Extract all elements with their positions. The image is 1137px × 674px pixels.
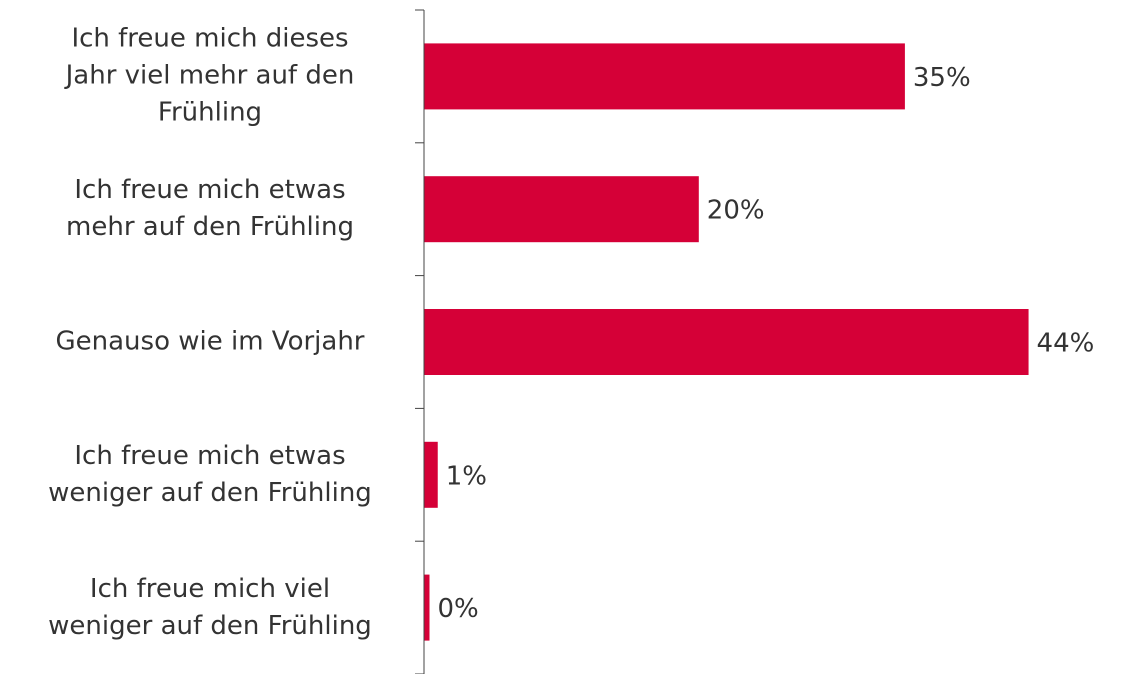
bar — [424, 441, 438, 508]
category-label: Ich freue mich etwas mehr auf den Frühli… — [66, 175, 354, 243]
category-label: Ich freue mich viel weniger auf den Früh… — [48, 573, 372, 641]
value-label: 20% — [707, 196, 765, 226]
value-label: 35% — [913, 63, 971, 93]
category-label: Ich freue mich etwas weniger auf den Frü… — [48, 440, 372, 508]
category-label: Ich freue mich dieses Jahr viel mehr auf… — [65, 23, 355, 128]
value-label: 44% — [1037, 329, 1095, 359]
value-label: 1% — [446, 461, 487, 491]
bar — [424, 309, 1029, 375]
category-label: Genauso wie im Vorjahr — [55, 326, 365, 357]
bar — [424, 574, 430, 641]
bar — [424, 176, 699, 243]
value-label: 0% — [437, 594, 478, 624]
bar — [424, 43, 905, 110]
